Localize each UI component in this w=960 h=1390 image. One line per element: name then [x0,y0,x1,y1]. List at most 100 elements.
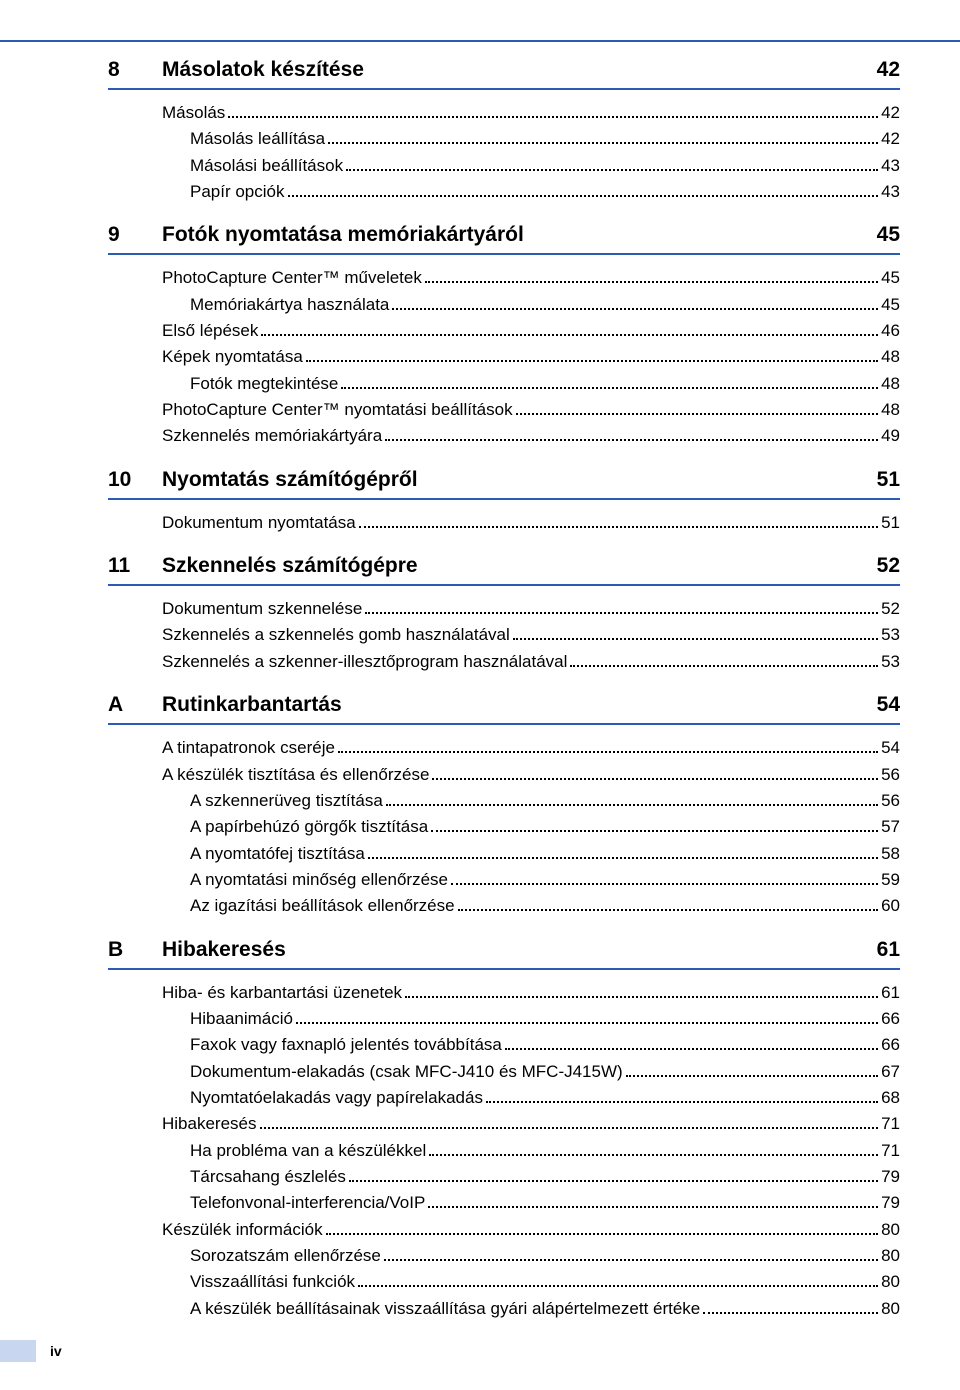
page-number: iv [50,1343,62,1359]
toc-leader-dots [365,611,878,614]
toc-entry-page: 42 [881,100,900,126]
toc-entry[interactable]: A készülék beállításainak visszaállítása… [162,1296,900,1322]
toc-entry[interactable]: A szkennerüveg tisztítása 56 [162,788,900,814]
toc-entry-label: Telefonvonal-interferencia/VoIP [190,1190,425,1216]
toc-entry-page: 46 [881,318,900,344]
toc-entry[interactable]: A papírbehúzó görgők tisztítása57 [162,814,900,840]
toc-entry-label: Papír opciók [190,179,285,205]
section-page: 52 [877,554,900,578]
toc-entry-page: 43 [881,153,900,179]
toc-entry-page: 80 [881,1243,900,1269]
section-title: Nyomtatás számítógépről [162,468,877,492]
toc-entry[interactable]: Dokumentum szkennelése52 [162,596,900,622]
toc-entry[interactable]: Hibakeresés71 [162,1111,900,1137]
toc-entry[interactable]: Dokumentum-elakadás (csak MFC-J410 és MF… [162,1059,900,1085]
section-heading[interactable]: 10Nyomtatás számítógépről51 [108,468,900,500]
toc-entry[interactable]: Faxok vagy faxnapló jelentés továbbítása… [162,1032,900,1058]
toc-entry-label: A tintapatronok cseréje [162,735,335,761]
toc-leader-dots [570,664,878,667]
toc-entry-page: 56 [881,788,900,814]
toc-entry-label: Másolás [162,100,225,126]
toc-leader-dots [451,882,878,885]
toc-entry[interactable]: Visszaállítási funkciók80 [162,1269,900,1295]
toc-entry[interactable]: Az igazítási beállítások ellenőrzése60 [162,893,900,919]
section-page: 54 [877,693,900,717]
toc-entry-page: 48 [881,371,900,397]
toc-entry-label: Első lépések [162,318,258,344]
toc-leader-dots [386,803,878,806]
toc-entry-page: 45 [881,292,900,318]
toc-entry[interactable]: Másolás leállítása 42 [162,126,900,152]
toc-leader-dots [703,1311,878,1314]
toc-entry-label: PhotoCapture Center™ nyomtatási beállítá… [162,397,513,423]
section-heading[interactable]: 9Fotók nyomtatása memóriakártyáról45 [108,223,900,255]
toc-entry-page: 67 [881,1059,900,1085]
toc-entry[interactable]: Készülék információk80 [162,1217,900,1243]
toc-entry[interactable]: Első lépések 46 [162,318,900,344]
toc-entry-page: 57 [881,814,900,840]
toc-entry-label: A szkennerüveg tisztítása [190,788,383,814]
section-heading[interactable]: 8Másolatok készítése42 [108,58,900,90]
toc-leader-dots [306,359,878,362]
toc-entry-label: Visszaállítási funkciók [190,1269,355,1295]
toc-entry[interactable]: Papír opciók43 [162,179,900,205]
toc-leader-dots [358,1284,878,1287]
toc-section: 9Fotók nyomtatása memóriakártyáról45 Phot… [108,223,900,449]
toc-list: A tintapatronok cseréje54A készülék tisz… [162,735,900,919]
toc-leader-dots [296,1021,878,1024]
toc-entry[interactable]: Másolás 42 [162,100,900,126]
toc-leader-dots [516,412,879,415]
toc-entry[interactable]: Nyomtatóelakadás vagy papírelakadás68 [162,1085,900,1111]
toc-entry[interactable]: Tárcsahang észlelés79 [162,1164,900,1190]
toc-entry-page: 48 [881,397,900,423]
section-number: 11 [108,554,162,578]
toc-list: PhotoCapture Center™ műveletek45Memóriak… [162,265,900,449]
toc-entry[interactable]: A nyomtatási minőség ellenőrzése59 [162,867,900,893]
toc-entry-label: Szkennelés a szkenner-illesztőprogram ha… [162,649,567,675]
toc-entry-label: Dokumentum-elakadás (csak MFC-J410 és MF… [190,1059,623,1085]
section-heading[interactable]: ARutinkarbantartás54 [108,693,900,725]
toc-entry-label: Faxok vagy faxnapló jelentés továbbítása [190,1032,502,1058]
toc-entry-label: Másolási beállítások [190,153,343,179]
toc-entry[interactable]: Szkennelés a szkenner-illesztőprogram ha… [162,649,900,675]
toc-entry-page: 51 [881,510,900,536]
toc-entry[interactable]: A készülék tisztítása és ellenőrzése56 [162,762,900,788]
toc-entry[interactable]: A nyomtatófej tisztítása58 [162,841,900,867]
toc-entry-label: Szkennelés memóriakártyára [162,423,382,449]
toc-entry[interactable]: PhotoCapture Center™ nyomtatási beállítá… [162,397,900,423]
toc-entry[interactable]: Szkennelés memóriakártyára49 [162,423,900,449]
toc-entry[interactable]: Szkennelés a szkennelés gomb használatáv… [162,622,900,648]
toc-section: 10Nyomtatás számítógépről51 Dokumentum ny… [108,468,900,536]
toc-entry[interactable]: A tintapatronok cseréje54 [162,735,900,761]
toc-entry[interactable]: Másolási beállítások 43 [162,153,900,179]
toc-leader-dots [288,194,879,197]
toc-entry[interactable]: Memóriakártya használata45 [162,292,900,318]
toc-leader-dots [368,856,878,859]
toc-entry-page: 71 [881,1111,900,1137]
toc-leader-dots [341,386,878,389]
toc-entry-label: Sorozatszám ellenőrzése [190,1243,381,1269]
section-page: 51 [877,468,900,492]
toc-entry[interactable]: Sorozatszám ellenőrzése 80 [162,1243,900,1269]
toc-section: ARutinkarbantartás54 A tintapatronok cser… [108,693,900,919]
toc-entry-page: 42 [881,126,900,152]
toc-entry[interactable]: Képek nyomtatása48 [162,344,900,370]
toc-entry[interactable]: Dokumentum nyomtatása51 [162,510,900,536]
section-number: B [108,938,162,962]
section-page: 45 [877,223,900,247]
toc-entry[interactable]: PhotoCapture Center™ műveletek45 [162,265,900,291]
toc-entry-label: A készülék tisztítása és ellenőrzése [162,762,429,788]
toc-entry[interactable]: Hiba- és karbantartási üzenetek61 [162,980,900,1006]
toc-leader-dots [513,637,878,640]
section-heading[interactable]: 11Szkennelés számítógépre52 [108,554,900,586]
toc-entry-label: Másolás leállítása [190,126,325,152]
toc-entry[interactable]: Fotók megtekintése48 [162,371,900,397]
toc-leader-dots [338,750,878,753]
toc-entry-label: A nyomtatási minőség ellenőrzése [190,867,448,893]
toc-entry[interactable]: Ha probléma van a készülékkel71 [162,1138,900,1164]
toc-entry-page: 45 [881,265,900,291]
toc-entry[interactable]: Telefonvonal-interferencia/VoIP79 [162,1190,900,1216]
toc-leader-dots [385,438,878,441]
toc-entry[interactable]: Hibaanimáció66 [162,1006,900,1032]
section-heading[interactable]: BHibakeresés61 [108,938,900,970]
